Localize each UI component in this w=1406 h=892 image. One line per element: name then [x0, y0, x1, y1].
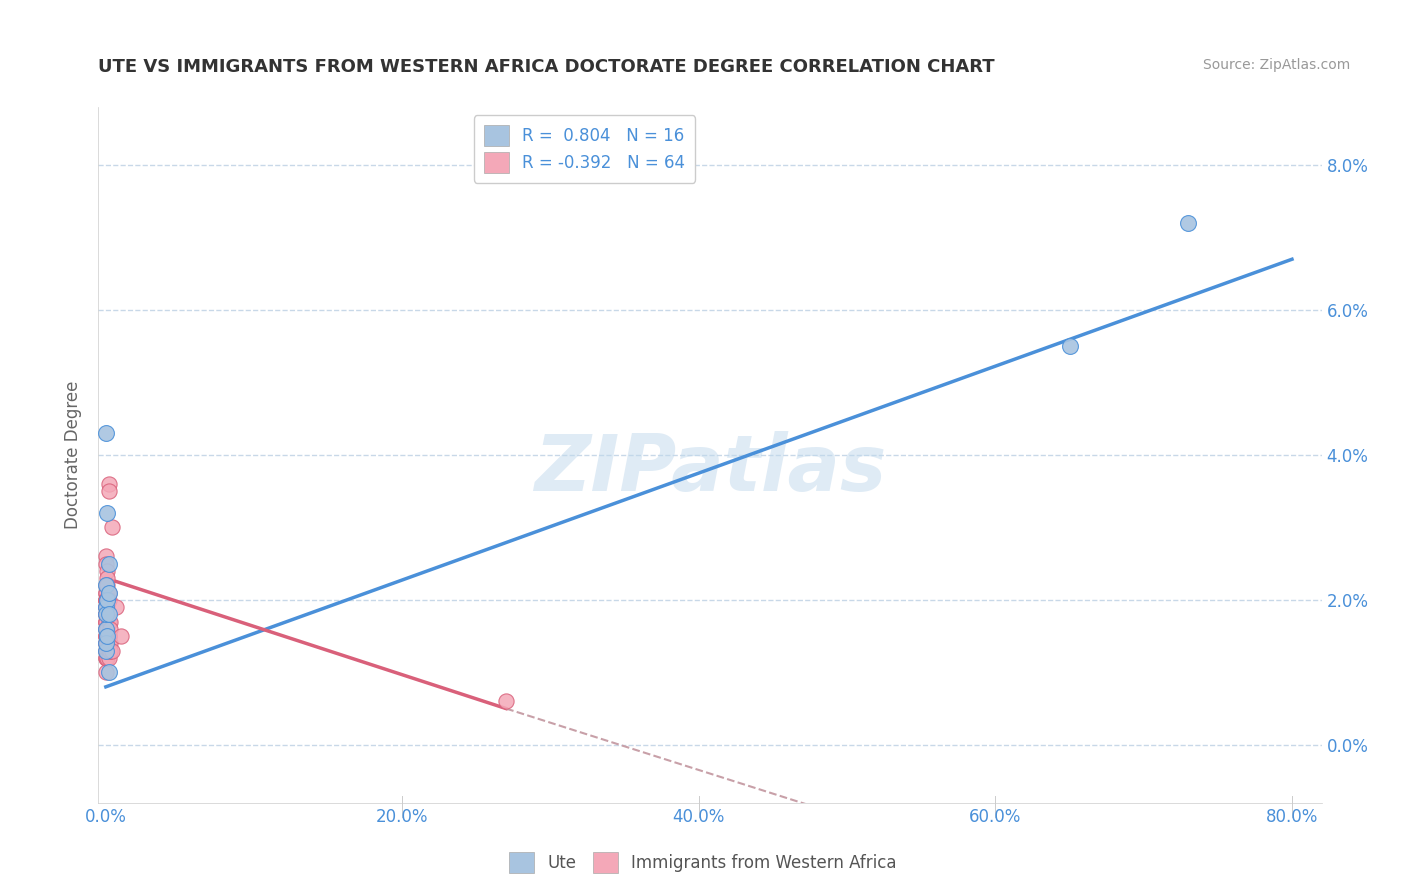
- Point: [94, 592, 117, 607]
- Point: [98, 643, 121, 657]
- Point: [97, 585, 120, 599]
- Point: [98, 636, 121, 650]
- Point: [96, 564, 118, 578]
- Y-axis label: Doctorate Degree: Doctorate Degree: [65, 381, 83, 529]
- Point: [96, 600, 118, 615]
- Point: [94, 629, 117, 643]
- Point: [96, 629, 118, 643]
- Point: [94, 607, 117, 622]
- Legend: Ute, Immigrants from Western Africa: Ute, Immigrants from Western Africa: [502, 846, 904, 880]
- Point: [96, 636, 118, 650]
- Point: [94, 600, 117, 615]
- Point: [94, 622, 117, 636]
- Point: [98, 622, 121, 636]
- Point: [94, 592, 117, 607]
- Point: [94, 629, 117, 643]
- Point: [97, 484, 120, 499]
- Point: [97, 665, 120, 680]
- Point: [97, 629, 120, 643]
- Point: [94, 607, 117, 622]
- Point: [96, 622, 118, 636]
- Point: [1177, 216, 1199, 230]
- Point: [97, 607, 120, 622]
- Point: [105, 600, 128, 615]
- Point: [97, 643, 120, 657]
- Point: [96, 629, 118, 643]
- Point: [97, 585, 120, 599]
- Point: [97, 651, 120, 665]
- Point: [94, 615, 117, 629]
- Point: [97, 629, 120, 643]
- Point: [96, 629, 118, 643]
- Point: [94, 592, 117, 607]
- Point: [94, 622, 117, 636]
- Point: [98, 615, 121, 629]
- Text: Source: ZipAtlas.com: Source: ZipAtlas.com: [1202, 58, 1350, 72]
- Point: [94, 665, 117, 680]
- Point: [98, 643, 121, 657]
- Point: [94, 615, 117, 629]
- Point: [94, 578, 117, 592]
- Point: [94, 607, 117, 622]
- Point: [94, 592, 117, 607]
- Point: [96, 506, 118, 520]
- Point: [96, 607, 118, 622]
- Point: [96, 643, 118, 657]
- Point: [96, 578, 118, 592]
- Point: [94, 549, 117, 564]
- Point: [94, 636, 117, 650]
- Point: [96, 592, 118, 607]
- Point: [96, 592, 118, 607]
- Point: [97, 557, 120, 571]
- Point: [94, 607, 117, 622]
- Point: [94, 636, 117, 650]
- Point: [96, 571, 118, 585]
- Point: [94, 636, 117, 650]
- Point: [94, 585, 117, 599]
- Text: UTE VS IMMIGRANTS FROM WESTERN AFRICA DOCTORATE DEGREE CORRELATION CHART: UTE VS IMMIGRANTS FROM WESTERN AFRICA DO…: [98, 58, 995, 76]
- Point: [94, 426, 117, 441]
- Point: [100, 520, 122, 534]
- Point: [94, 622, 117, 636]
- Point: [96, 651, 118, 665]
- Point: [97, 592, 120, 607]
- Point: [110, 629, 132, 643]
- Point: [94, 557, 117, 571]
- Point: [94, 615, 117, 629]
- Point: [94, 643, 117, 657]
- Point: [94, 607, 117, 622]
- Point: [94, 585, 117, 599]
- Point: [94, 636, 117, 650]
- Point: [94, 643, 117, 657]
- Point: [97, 615, 120, 629]
- Point: [1059, 339, 1081, 353]
- Point: [97, 636, 120, 650]
- Point: [97, 476, 120, 491]
- Point: [94, 600, 117, 615]
- Point: [94, 600, 117, 615]
- Point: [495, 694, 517, 708]
- Point: [94, 600, 117, 615]
- Text: ZIPatlas: ZIPatlas: [534, 431, 886, 507]
- Point: [100, 643, 122, 657]
- Point: [94, 578, 117, 592]
- Point: [94, 651, 117, 665]
- Point: [94, 629, 117, 643]
- Point: [94, 651, 117, 665]
- Point: [94, 643, 117, 657]
- Legend: R =  0.804   N = 16, R = -0.392   N = 64: R = 0.804 N = 16, R = -0.392 N = 64: [474, 115, 695, 183]
